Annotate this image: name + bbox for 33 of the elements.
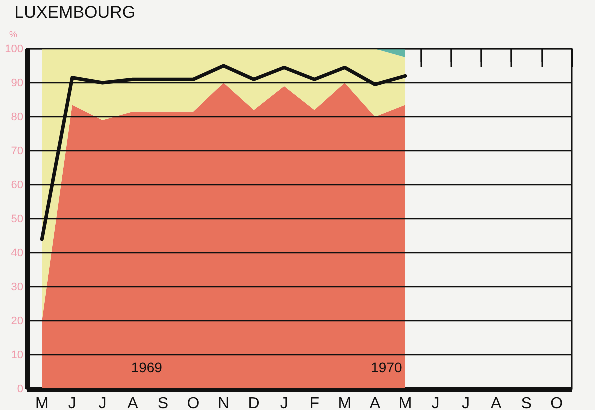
y-tick-label: 70 <box>11 146 24 158</box>
chart-title: LUXEMBOURG <box>14 3 136 22</box>
x-tick-label: S <box>158 396 169 410</box>
x-tick-label: J <box>432 396 440 410</box>
x-tick-label: J <box>98 396 107 410</box>
x-tick-label: M <box>35 396 49 410</box>
x-tick-label: S <box>521 396 532 410</box>
y-tick-label: 60 <box>11 180 24 192</box>
x-tick-label: D <box>248 396 260 410</box>
y-axis-title: % <box>9 30 18 40</box>
annotation: 1969 <box>131 360 163 376</box>
x-tick-label: O <box>187 396 200 410</box>
x-tick-label: M <box>338 396 352 410</box>
x-tick-label: J <box>462 396 470 410</box>
y-tick-label: 40 <box>11 248 24 260</box>
x-tick-label: F <box>310 396 320 410</box>
y-tick-label: 30 <box>11 282 24 294</box>
x-tick-label: A <box>128 396 139 410</box>
x-tick-label: A <box>370 396 381 410</box>
y-tick-label: 20 <box>11 316 24 328</box>
y-tick-label: 10 <box>11 350 24 362</box>
y-tick-label: 80 <box>11 112 24 124</box>
x-tick-label: N <box>218 396 230 410</box>
y-tick-label: 90 <box>11 78 24 90</box>
x-tick-label: O <box>550 396 564 410</box>
x-tick-label: J <box>280 396 288 410</box>
x-tick-label: A <box>490 396 502 410</box>
y-tick-label: 100 <box>5 44 24 56</box>
x-tick-label: J <box>68 396 76 410</box>
y-tick-label: 50 <box>11 214 24 226</box>
y-tick-label: 0 <box>17 384 24 396</box>
annotation: 1970 <box>371 360 402 376</box>
x-tick-label: M <box>398 396 412 410</box>
